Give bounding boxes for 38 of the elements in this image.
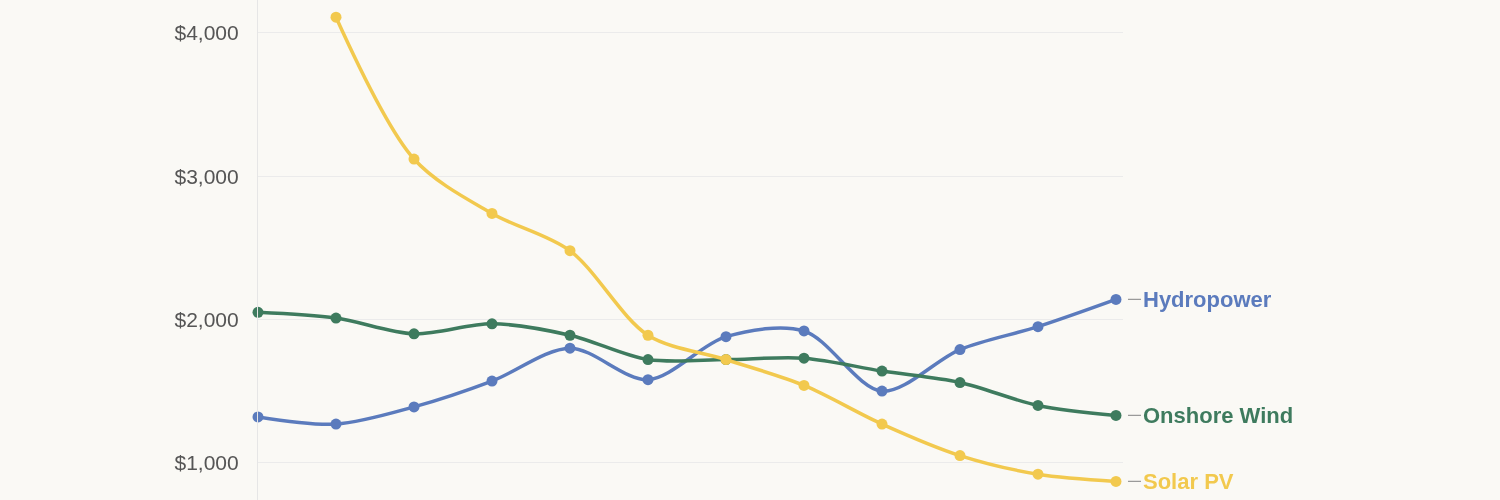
point <box>564 245 576 257</box>
point <box>876 418 888 430</box>
point <box>1032 321 1044 333</box>
point <box>876 385 888 397</box>
point <box>642 374 654 386</box>
point <box>642 354 654 366</box>
point <box>1110 293 1122 305</box>
point <box>876 365 888 377</box>
point <box>798 379 810 391</box>
point <box>330 11 342 23</box>
point <box>798 352 810 364</box>
point <box>954 344 966 356</box>
point <box>408 153 420 165</box>
point <box>486 375 498 387</box>
point <box>330 312 342 324</box>
point <box>642 329 654 341</box>
point <box>486 207 498 219</box>
point <box>1110 475 1122 487</box>
y-tick-label: $3,000 <box>174 164 239 188</box>
series-label: Solar PV <box>1143 469 1234 494</box>
point <box>954 377 966 389</box>
point <box>486 318 498 330</box>
point <box>408 401 420 413</box>
y-tick-label: $1,000 <box>174 451 239 475</box>
point <box>1032 468 1044 480</box>
point <box>954 450 966 462</box>
y-tick-label: $4,000 <box>174 21 239 45</box>
point <box>798 325 810 337</box>
series-label: Onshore Wind <box>1143 403 1294 428</box>
point <box>1032 399 1044 411</box>
point <box>720 331 732 343</box>
point <box>330 418 342 430</box>
point <box>564 329 576 341</box>
point <box>408 328 420 340</box>
y-tick-label: $2,000 <box>174 307 239 331</box>
point <box>1110 409 1122 421</box>
series-label: Hydropower <box>1143 287 1272 312</box>
point <box>564 342 576 354</box>
